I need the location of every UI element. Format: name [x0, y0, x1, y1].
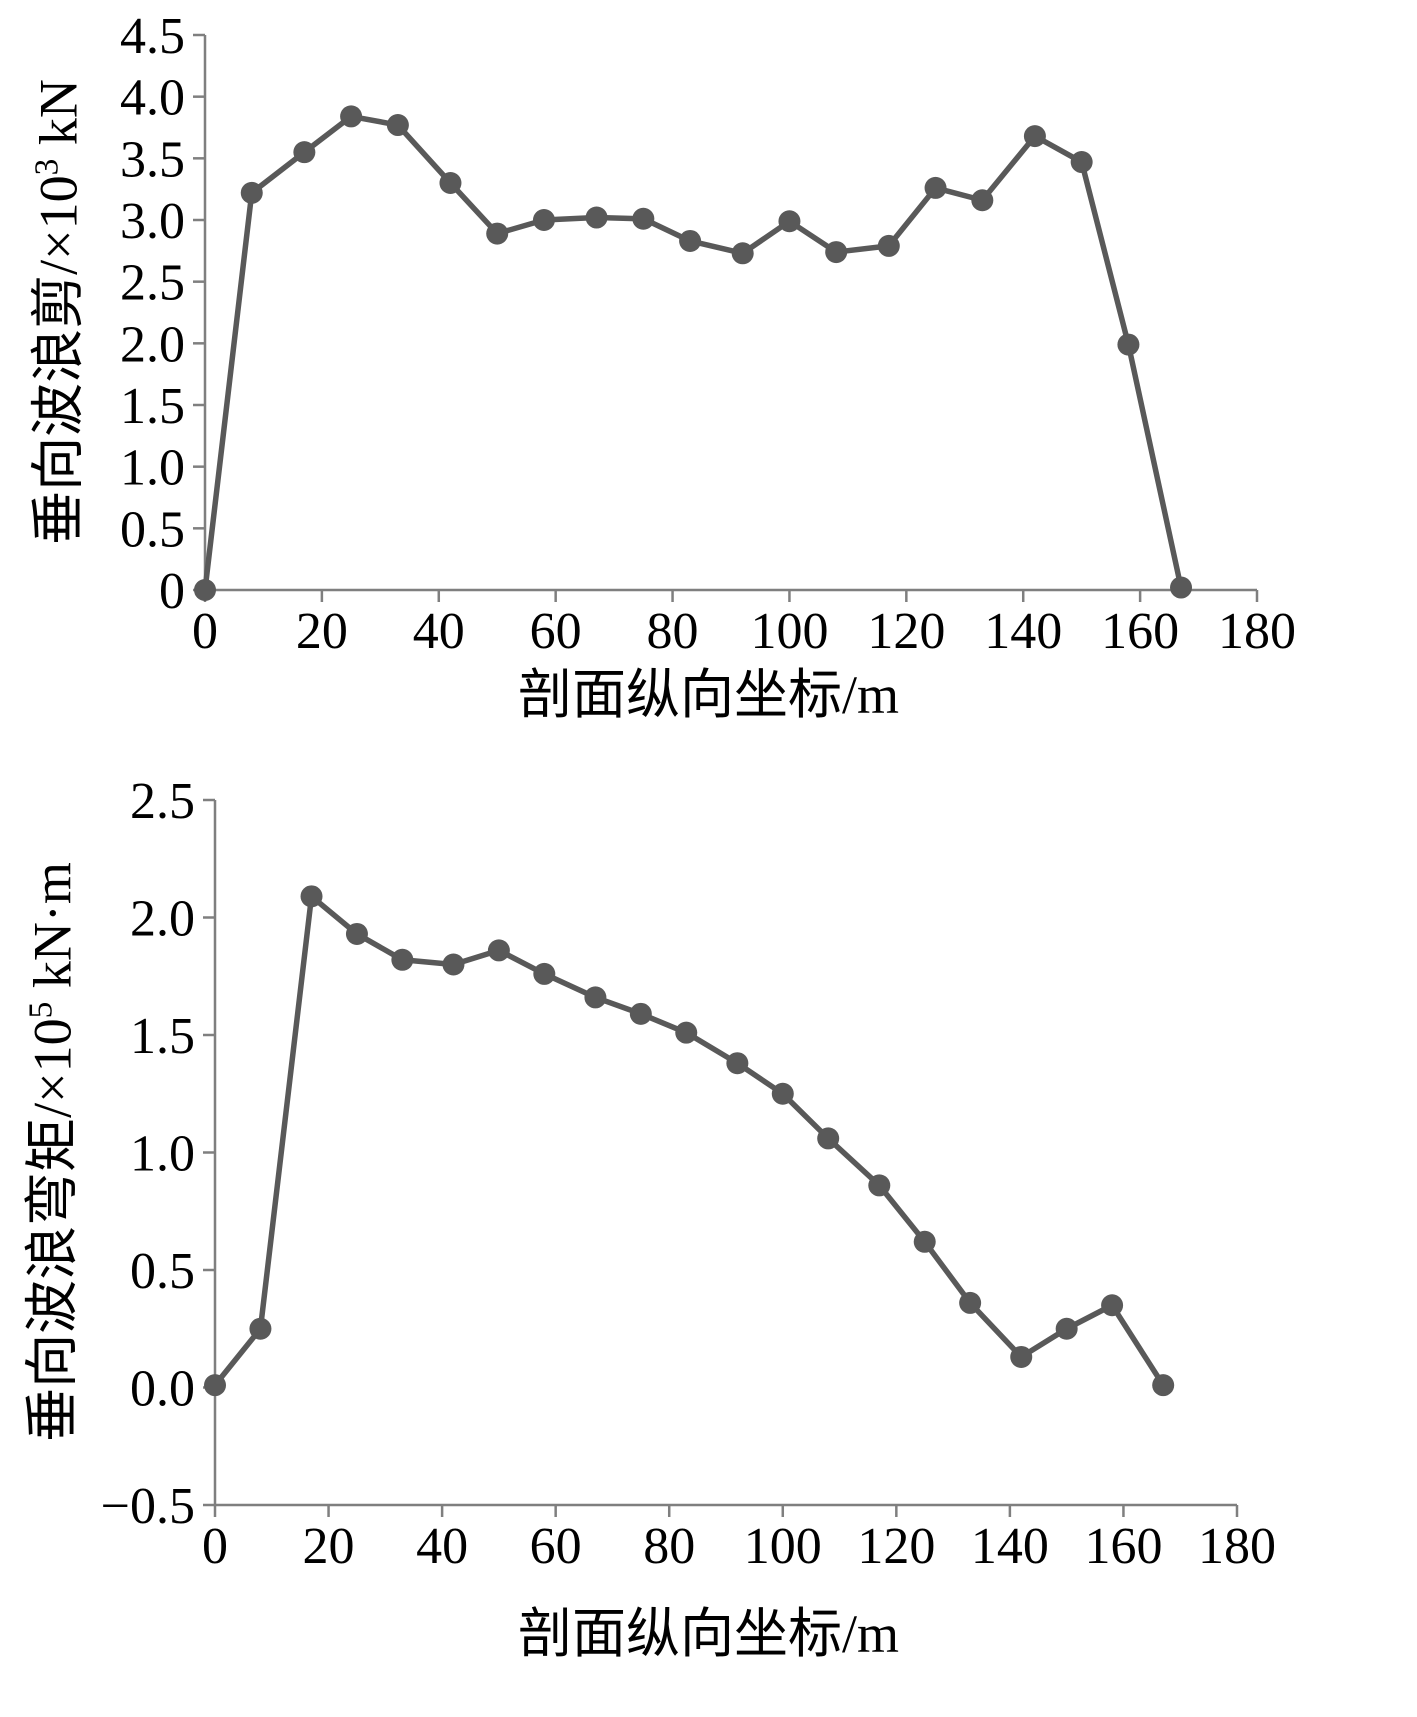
y-tick-label: 0.5: [130, 1243, 195, 1300]
x-tick-label: 60: [530, 603, 582, 660]
y-tick-label: 4.0: [120, 70, 185, 127]
data-point-marker: [293, 141, 316, 164]
y-tick-label: 0.5: [120, 501, 185, 558]
data-point-marker: [971, 189, 994, 212]
data-point-marker: [532, 209, 555, 231]
data-point-marker: [486, 222, 509, 245]
y-tick-label: 0: [159, 563, 185, 620]
data-point-marker: [675, 1021, 698, 1044]
y-tick-label: 2.5: [130, 773, 195, 830]
x-tick-label: 20: [303, 1518, 355, 1575]
data-point-marker: [300, 885, 323, 908]
data-point-marker: [1055, 1317, 1078, 1340]
x-tick-label: 180: [1198, 1518, 1276, 1575]
data-point-marker: [924, 176, 947, 199]
data-point-marker: [1010, 1345, 1033, 1368]
shear-plot-canvas: 0 20 40 60 80 100 120 140 160 180 00.51.01.52.02.5…: [120, 8, 1296, 660]
data-point-marker: [731, 242, 754, 265]
data-point-marker: [439, 172, 462, 194]
shear-y-title-unit: kN: [28, 79, 89, 159]
data-point-marker: [679, 229, 702, 252]
data-point-marker: [391, 948, 414, 971]
data-point-marker: [629, 1002, 652, 1025]
x-tick-label: 120: [857, 1518, 935, 1575]
data-point-marker: [533, 962, 556, 985]
x-tick-label: 40: [413, 603, 465, 660]
x-tick-label: 100: [750, 603, 828, 660]
shear-y-axis-title: 垂向波浪剪/×103 kN: [28, 79, 89, 545]
shear-chart: 0 20 40 60 80 100 120 140 160 180 0 0.5 1.0 1.5 2.0 2.5…: [0, 0, 1417, 745]
bending-moment-plot-canvas: 0 20 40 60 80 100 120 140 160 180 −0.5 0.0 0.5 1.0 1.5…: [101, 773, 1276, 1575]
data-point-marker: [240, 181, 263, 204]
bending-moment-x-axis-title: 剖面纵向坐标/m: [517, 1604, 899, 1664]
data-point-marker: [913, 1230, 936, 1253]
data-point-marker: [584, 986, 607, 1009]
y-tick-label: 0.0: [130, 1361, 195, 1418]
data-point-marker: [1170, 576, 1193, 599]
x-tick-label: 180: [1218, 603, 1296, 660]
shear-y-title-exponent: 3: [28, 158, 66, 176]
x-tick-label: 0: [202, 1518, 228, 1575]
x-tick-label: 60: [530, 1518, 582, 1575]
y-tick-label: 1.5: [130, 1008, 195, 1065]
data-point-marker: [959, 1291, 982, 1314]
data-point-marker: [1152, 1374, 1175, 1397]
bending-moment-y-title-unit: kN·m: [22, 862, 83, 1002]
data-point-marker: [442, 953, 465, 976]
y-tick-label: 3.5: [120, 131, 185, 188]
y-tick-label: 4.5: [120, 8, 185, 65]
y-tick-label: 2.0: [130, 891, 195, 948]
data-point-marker: [726, 1052, 749, 1075]
data-point-marker: [345, 922, 368, 945]
data-point-marker: [585, 206, 608, 229]
x-tick-label: 160: [1084, 1518, 1162, 1575]
data-point-marker: [1101, 1294, 1124, 1317]
data-point-marker: [778, 210, 801, 233]
data-point-marker: [204, 1374, 226, 1397]
shear-x-axis-title: 剖面纵向坐标/m: [517, 665, 899, 725]
x-tick-label: 80: [643, 1518, 695, 1575]
data-point-marker: [632, 207, 655, 230]
x-tick-label: 20: [296, 603, 348, 660]
bending-moment-y-title-text: 垂向波浪弯矩/×10: [22, 1018, 83, 1442]
y-tick-label: 1.5: [120, 378, 185, 435]
bending-moment-chart: 0 20 40 60 80 100 120 140 160 180 −0.5 0.0 0.5 1.0 1.5…: [0, 745, 1417, 1717]
bending-moment-y-title-exponent: 5: [22, 1001, 60, 1019]
data-point-marker: [1070, 151, 1093, 174]
y-tick-label: 1.0: [130, 1126, 195, 1183]
y-tick-label: 2.5: [120, 255, 185, 312]
data-point-marker: [249, 1317, 272, 1340]
x-tick-label: 40: [416, 1518, 468, 1575]
data-point-marker: [1023, 125, 1046, 148]
data-point-marker: [817, 1127, 840, 1150]
data-point-marker: [771, 1082, 794, 1105]
data-point-marker: [868, 1174, 891, 1197]
data-point-marker: [877, 234, 900, 257]
x-tick-label: 160: [1101, 603, 1179, 660]
x-tick-label: 140: [984, 603, 1062, 660]
x-tick-label: 100: [744, 1518, 822, 1575]
series-line: [202, 113, 1184, 593]
series-line: [212, 893, 1166, 1388]
data-point-marker: [825, 241, 848, 264]
x-tick-label: 0: [192, 603, 218, 660]
x-tick-label: 140: [971, 1518, 1049, 1575]
y-tick-label: 2.0: [120, 316, 185, 373]
data-point-marker: [1117, 333, 1140, 356]
data-point-marker: [194, 579, 216, 601]
y-tick-label: −0.5: [101, 1478, 195, 1535]
y-tick-label: 1.0: [120, 440, 185, 497]
bending-moment-y-axis-title: 垂向波浪弯矩/×105 kN·m: [22, 862, 83, 1442]
data-point-marker: [340, 105, 363, 128]
y-tick-label: 3.0: [120, 193, 185, 250]
data-point-marker: [386, 114, 409, 137]
shear-y-title-text: 垂向波浪剪/×10: [28, 175, 89, 545]
data-point-marker: [487, 939, 510, 962]
x-tick-label: 120: [867, 603, 945, 660]
x-tick-label: 80: [647, 603, 699, 660]
